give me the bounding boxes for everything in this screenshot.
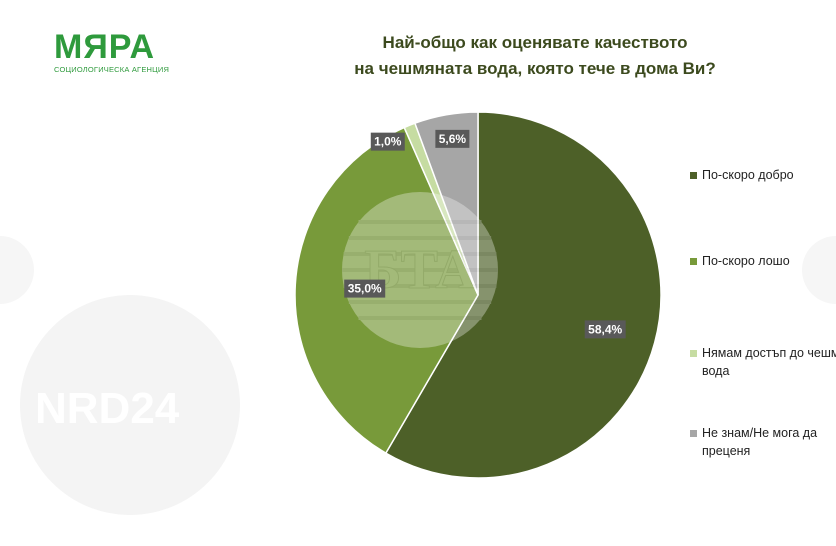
- legend-item-1: По-скоро лошо: [690, 252, 836, 270]
- data-label-text-1: 35,0%: [348, 282, 382, 296]
- data-label-box-3: [435, 129, 470, 148]
- legend-label-2: Нямам достъп до чешмяна вода: [702, 344, 836, 380]
- data-label-text-0: 58,4%: [588, 322, 622, 336]
- bta-watermark: БТА: [342, 192, 498, 348]
- legend-label-0: По-скоро добро: [702, 166, 836, 184]
- legend-item-0: По-скоро добро: [690, 166, 836, 184]
- data-label-2: 1,0%: [370, 132, 405, 151]
- data-label-box-1: [344, 279, 386, 298]
- legend-item-2: Нямам достъп до чешмяна вода: [690, 344, 836, 380]
- logo-title: МЯРА: [54, 28, 156, 66]
- legend-swatch-3: [690, 430, 697, 437]
- data-label-text-2: 1,0%: [374, 135, 402, 149]
- data-label-box-2: [370, 132, 405, 151]
- legend-swatch-0: [690, 172, 697, 179]
- legend-swatch-2: [690, 350, 697, 357]
- data-label-3: 5,6%: [435, 129, 470, 148]
- legend-label-line-2-3: преценя: [702, 444, 751, 458]
- pie-slice-0: [384, 111, 662, 479]
- myara-logo: МЯРА СОЦИОЛОГИЧЕСКА АГЕНЦИЯ: [54, 30, 169, 74]
- legend-label-line-1-2: Нямам достъп до чешмяна: [702, 346, 836, 360]
- nrd24-watermark-text: NRD24: [35, 384, 180, 433]
- pie-slice-1: [294, 126, 479, 455]
- legend-swatch-1: [690, 258, 697, 265]
- pie-slice-3: [413, 111, 479, 296]
- logo-subtitle: СОЦИОЛОГИЧЕСКА АГЕНЦИЯ: [54, 65, 170, 74]
- legend-label-1: По-скоро лошо: [702, 252, 836, 270]
- legend-item-3: Не знам/Не мога да преценя: [690, 424, 836, 460]
- legend-label-line-1-0: По-скоро добро: [702, 168, 794, 182]
- data-label-text-3: 5,6%: [439, 132, 467, 146]
- legend-label-3: Не знам/Не мога да преценя: [702, 424, 836, 460]
- legend-label-line-2-2: вода: [702, 364, 730, 378]
- data-label-0: 58,4%: [584, 320, 626, 339]
- chart-title-line-2: на чешмяната вода, която тече в дома Ви?: [354, 59, 716, 78]
- legend-label-line-1-1: По-скоро лошо: [702, 254, 790, 268]
- chart-title: Най-общо как оценявате качеството на чеш…: [300, 30, 770, 82]
- data-label-box-0: [584, 320, 626, 339]
- legend-label-line-1-3: Не знам/Не мога да: [702, 426, 818, 440]
- chart-title-line-1: Най-общо как оценявате качеството: [382, 33, 688, 52]
- data-label-1: 35,0%: [344, 279, 386, 298]
